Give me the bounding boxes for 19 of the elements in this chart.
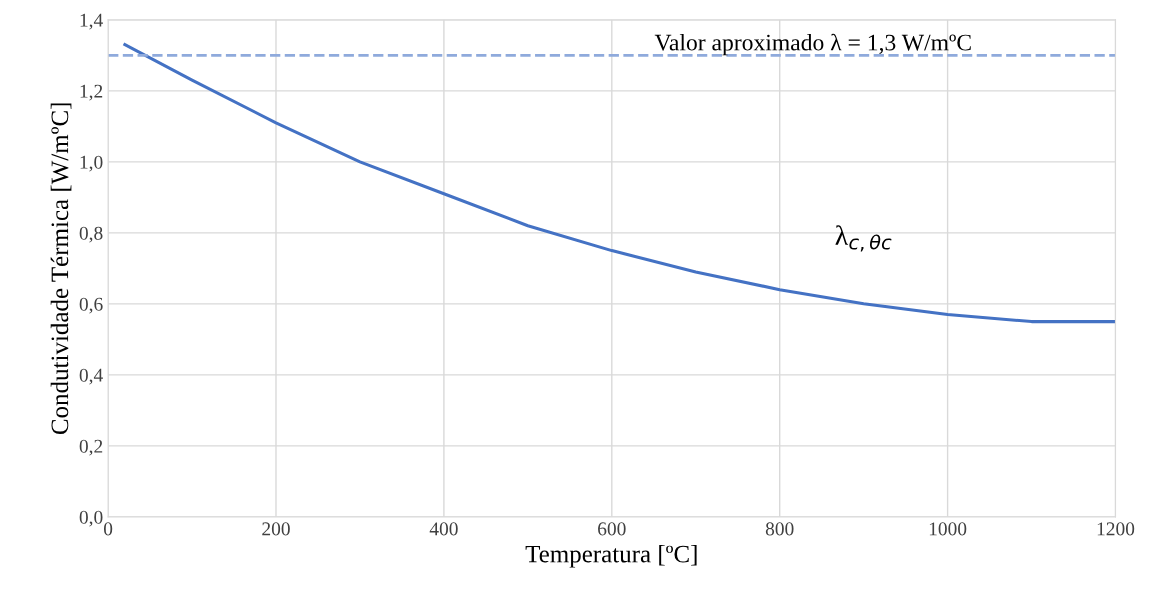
ref-line-label: Valor aproximado λ = 1,3 W/mºC [654, 33, 971, 56]
x-axis-title: Temperatura [ºC] [525, 544, 697, 568]
y-tick-label: 1,2 [80, 84, 103, 101]
y-tick-label: 0,0 [79, 510, 103, 527]
y-tick-label: 0,8 [79, 226, 103, 243]
x-tick-label: 800 [765, 522, 794, 536]
y-tick-label: 0,2 [79, 439, 103, 456]
x-tick-label: 200 [262, 522, 290, 536]
x-tick-label: 1000 [929, 522, 967, 536]
y-axis-title: Condutividade Térmica [W/mºC] [50, 103, 72, 435]
x-tick-label: 600 [598, 522, 626, 536]
y-tick-label: 1,4 [80, 13, 103, 30]
x-tick-label: 400 [429, 522, 458, 536]
y-tick-label: 0,4 [79, 368, 103, 385]
annotation: λ$_{c,θc}$ [835, 225, 892, 252]
y-tick-label: 0,6 [79, 297, 103, 314]
x-tick-label: 0 [103, 522, 113, 536]
x-tick-label: 1200 [1097, 522, 1135, 536]
y-tick-label: 1,0 [80, 155, 103, 172]
